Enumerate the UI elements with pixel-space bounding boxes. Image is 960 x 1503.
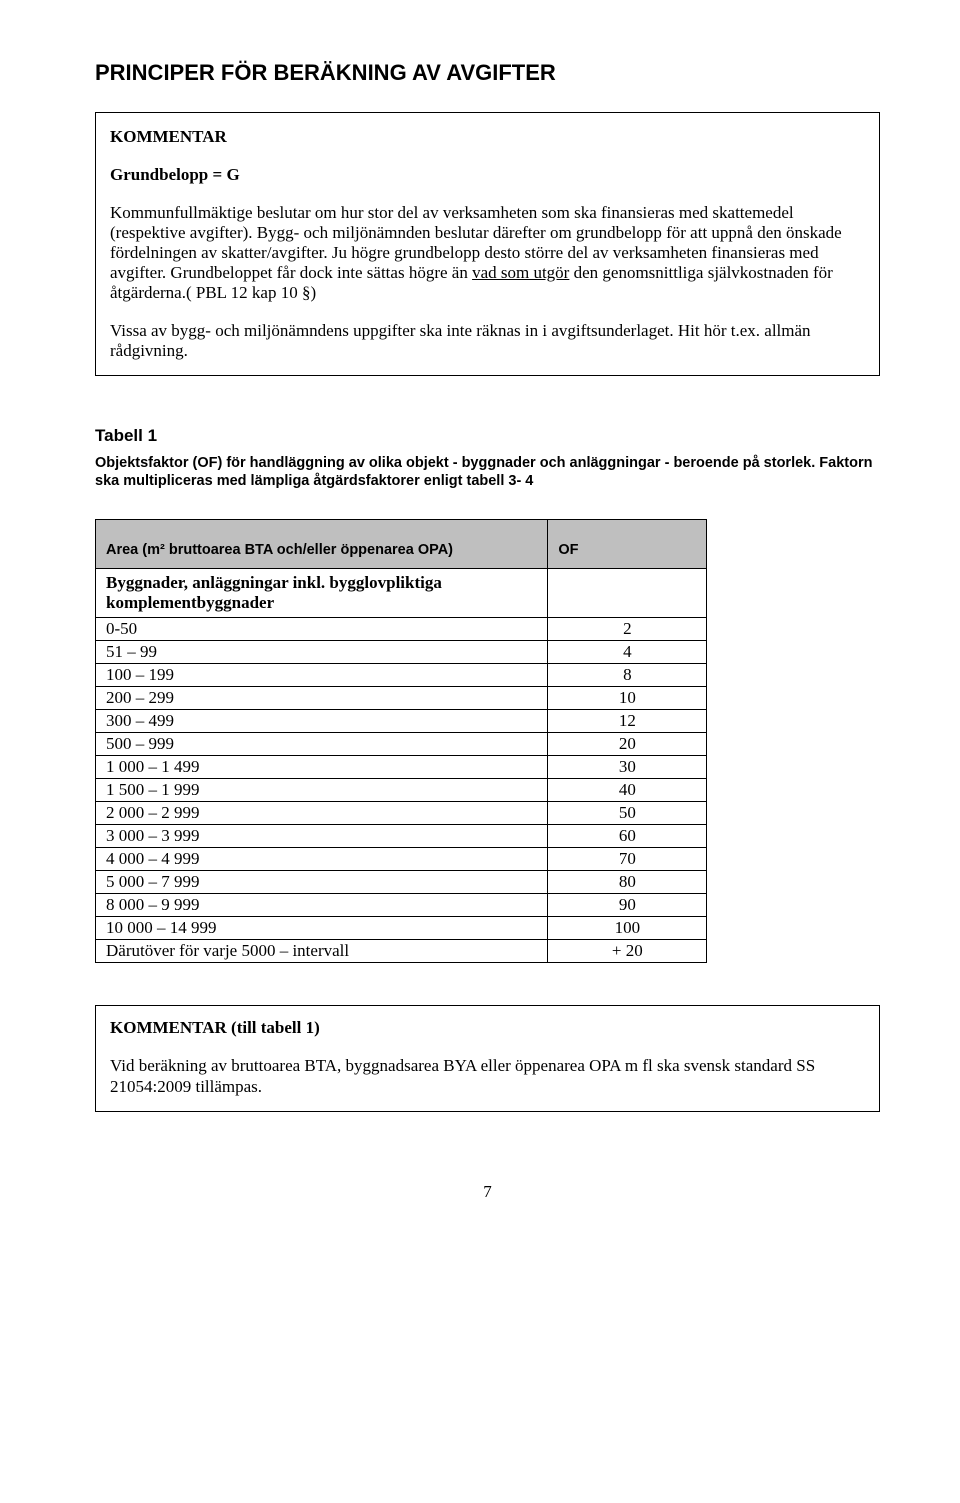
th-of: OF (548, 519, 707, 568)
td-label: 0-50 (96, 618, 548, 641)
td-of: 80 (548, 871, 707, 894)
table-row: 8 000 – 9 99990 (96, 894, 707, 917)
page-number: 7 (95, 1182, 880, 1202)
tabell1-table: Area (m² bruttoarea BTA och/eller öppena… (95, 519, 707, 964)
th-area: Area (m² bruttoarea BTA och/eller öppena… (96, 519, 548, 568)
td-label: 2 000 – 2 999 (96, 802, 548, 825)
td-of: 2 (548, 618, 707, 641)
table-row: 51 – 994 (96, 641, 707, 664)
table-row: 2 000 – 2 99950 (96, 802, 707, 825)
td-label: 3 000 – 3 999 (96, 825, 548, 848)
kommentar-box-2: KOMMENTAR (till tabell 1) Vid beräkning … (95, 1005, 880, 1112)
table-row: 3 000 – 3 99960 (96, 825, 707, 848)
table-subhead-row: Byggnader, anläggningar inkl. bygglovpli… (96, 568, 707, 618)
page-heading: PRINCIPER FÖR BERÄKNING AV AVGIFTER (95, 60, 880, 86)
table-row: 100 – 1998 (96, 664, 707, 687)
kommentar-para-2: Vissa av bygg- och miljönämndens uppgift… (110, 321, 861, 361)
table-row: Därutöver för varje 5000 – intervall+ 20 (96, 940, 707, 963)
grundbelopp-label: Grundbelopp = G (110, 165, 861, 185)
td-label: Därutöver för varje 5000 – intervall (96, 940, 548, 963)
td-of: 12 (548, 710, 707, 733)
table-row: 1 000 – 1 49930 (96, 756, 707, 779)
td-label: 200 – 299 (96, 687, 548, 710)
table-row: 5 000 – 7 99980 (96, 871, 707, 894)
td-of: 40 (548, 779, 707, 802)
td-label: 100 – 199 (96, 664, 548, 687)
td-of: 8 (548, 664, 707, 687)
td-of: 70 (548, 848, 707, 871)
td-label: 1 500 – 1 999 (96, 779, 548, 802)
td-subhead: Byggnader, anläggningar inkl. bygglovpli… (96, 568, 548, 618)
td-label: 8 000 – 9 999 (96, 894, 548, 917)
td-label: 1 000 – 1 499 (96, 756, 548, 779)
para1-underline: vad som utgör (472, 263, 569, 282)
table-row: 200 – 29910 (96, 687, 707, 710)
table-row: 300 – 49912 (96, 710, 707, 733)
td-label: 500 – 999 (96, 733, 548, 756)
td-label: 51 – 99 (96, 641, 548, 664)
td-of: 90 (548, 894, 707, 917)
tabell1-title: Tabell 1 (95, 426, 880, 446)
kommentar2-para: Vid beräkning av bruttoarea BTA, byggnad… (110, 1056, 861, 1097)
td-of: 60 (548, 825, 707, 848)
kommentar2-label: KOMMENTAR (till tabell 1) (110, 1018, 861, 1038)
td-of: 50 (548, 802, 707, 825)
table-row: 4 000 – 4 99970 (96, 848, 707, 871)
td-label: 4 000 – 4 999 (96, 848, 548, 871)
td-subhead-empty (548, 568, 707, 618)
td-of: 20 (548, 733, 707, 756)
table-row: 500 – 99920 (96, 733, 707, 756)
td-label: 10 000 – 14 999 (96, 917, 548, 940)
td-label: 5 000 – 7 999 (96, 871, 548, 894)
td-of: 10 (548, 687, 707, 710)
kommentar-box-1: KOMMENTAR Grundbelopp = G Kommunfullmäkt… (95, 112, 880, 376)
td-of: + 20 (548, 940, 707, 963)
td-of: 30 (548, 756, 707, 779)
table-row: 10 000 – 14 999100 (96, 917, 707, 940)
table-row: 0-502 (96, 618, 707, 641)
tabell1-desc: Objektsfaktor (OF) för handläggning av o… (95, 454, 880, 490)
td-of: 100 (548, 917, 707, 940)
kommentar-label: KOMMENTAR (110, 127, 861, 147)
table-row: 1 500 – 1 99940 (96, 779, 707, 802)
td-of: 4 (548, 641, 707, 664)
kommentar-para-1: Kommunfullmäktige beslutar om hur stor d… (110, 203, 861, 303)
td-label: 300 – 499 (96, 710, 548, 733)
table-header-row: Area (m² bruttoarea BTA och/eller öppena… (96, 519, 707, 568)
